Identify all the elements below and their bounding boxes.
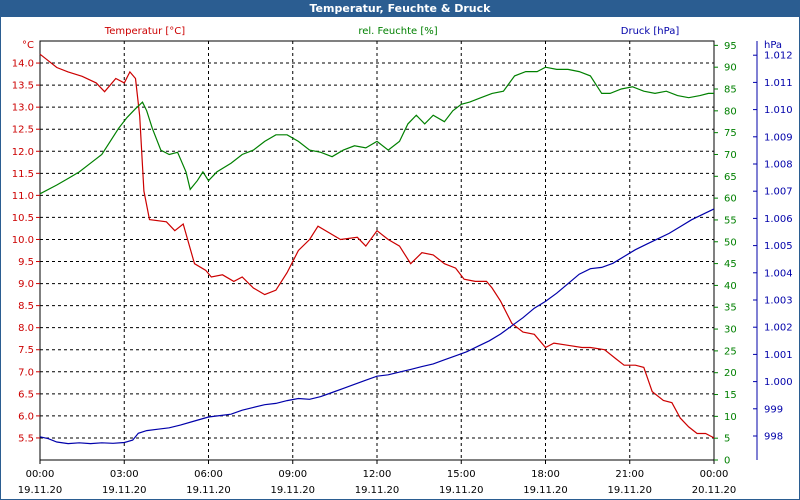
y-tick-humidity: 55 — [724, 215, 737, 226]
y-tick-pressure: 1.005 — [764, 241, 793, 252]
y-tick-humidity: 40 — [724, 281, 737, 292]
x-tick-date: 19.11.20 — [355, 485, 400, 496]
y-tick-humidity: 85 — [724, 85, 737, 96]
y-tick-pressure: 1.001 — [764, 350, 793, 361]
y-tick-humidity: 0 — [724, 456, 730, 467]
x-tick-date: 19.11.20 — [523, 485, 568, 496]
y-tick-pressure: 1.003 — [764, 296, 793, 307]
y-tick-temperature: 5.5 — [18, 433, 34, 444]
legend-label: Temperatur [°C] — [104, 26, 185, 37]
y-tick-humidity: 65 — [724, 172, 737, 183]
x-tick-time: 00:00 — [700, 469, 729, 480]
y-tick-temperature: 9.5 — [18, 257, 34, 268]
y-tick-humidity: 30 — [724, 325, 737, 336]
y-unit-temperature: °C — [22, 40, 34, 51]
y-tick-temperature: 6.0 — [18, 411, 34, 422]
y-tick-temperature: 12.0 — [12, 147, 34, 158]
y-tick-pressure: 1.008 — [764, 160, 793, 171]
axes — [36, 41, 758, 464]
x-tick-time: 21:00 — [615, 469, 644, 480]
y-tick-temperature: 9.0 — [18, 279, 34, 290]
series-line-temperature — [39, 53, 715, 439]
y-tick-humidity: 80 — [724, 106, 737, 117]
y-tick-temperature: 7.5 — [18, 345, 34, 356]
x-tick-date: 19.11.20 — [186, 485, 231, 496]
x-tick-time: 03:00 — [110, 469, 139, 480]
legend-label: rel. Feuchte [%] — [358, 26, 437, 37]
y-tick-temperature: 8.5 — [18, 301, 34, 312]
x-tick-time: 15:00 — [447, 469, 476, 480]
y-tick-pressure: 1.012 — [764, 51, 793, 62]
y-tick-humidity: 10 — [724, 412, 737, 423]
y-tick-temperature: 10.0 — [12, 235, 34, 246]
y-tick-pressure: 1.000 — [764, 377, 793, 388]
grid-lines — [40, 41, 714, 460]
y-tick-temperature: 11.0 — [12, 191, 34, 202]
y-tick-pressure: 999 — [764, 404, 783, 415]
x-tick-time: 18:00 — [531, 469, 560, 480]
y-tick-temperature: 11.5 — [12, 169, 34, 180]
y-tick-pressure: 1.011 — [764, 78, 793, 89]
y-tick-humidity: 15 — [724, 390, 737, 401]
series-group — [39, 53, 715, 445]
y-tick-temperature: 13.0 — [12, 103, 34, 114]
y-tick-pressure: 1.010 — [764, 105, 793, 116]
y-tick-humidity: 60 — [724, 194, 737, 205]
x-tick-date: 20.11.20 — [692, 485, 737, 496]
y-tick-pressure: 1.007 — [764, 187, 793, 198]
y-tick-pressure: 1.002 — [764, 323, 793, 334]
x-tick-time: 12:00 — [363, 469, 392, 480]
series-line-pressure — [39, 208, 715, 445]
y-tick-pressure: 1.009 — [764, 132, 793, 143]
y-tick-pressure: 1.006 — [764, 214, 793, 225]
y-tick-temperature: 8.0 — [18, 323, 34, 334]
y-tick-pressure: 998 — [764, 432, 783, 443]
y-tick-humidity: 75 — [724, 128, 737, 139]
y-tick-humidity: 70 — [724, 150, 737, 161]
y-tick-humidity: 35 — [724, 303, 737, 314]
x-tick-time: 06:00 — [194, 469, 223, 480]
y-tick-temperature: 10.5 — [12, 213, 34, 224]
y-tick-humidity: 50 — [724, 237, 737, 248]
series-line-humidity — [39, 66, 714, 195]
x-tick-date: 19.11.20 — [607, 485, 652, 496]
y-tick-humidity: 20 — [724, 368, 737, 379]
y-tick-temperature: 12.5 — [12, 125, 34, 136]
x-tick-time: 00:00 — [26, 469, 55, 480]
y-tick-humidity: 90 — [724, 63, 737, 74]
y-tick-humidity: 5 — [724, 434, 730, 445]
axis-labels: 00:00 19.11.20 03:00 19.11.20 06:00 19.11.20 0… — [12, 26, 793, 496]
x-tick-date: 19.11.20 — [270, 485, 315, 496]
x-tick-date: 19.11.20 — [18, 485, 63, 496]
chart-title: Temperatur, Feuchte & Druck — [0, 0, 800, 17]
y-tick-temperature: 14.0 — [12, 59, 34, 70]
x-tick-time: 09:00 — [278, 469, 307, 480]
legend-label: Druck [hPa] — [621, 26, 680, 37]
y-tick-temperature: 7.0 — [18, 367, 34, 378]
y-tick-temperature: 6.5 — [18, 389, 34, 400]
x-tick-date: 19.11.20 — [439, 485, 484, 496]
y-tick-pressure: 1.004 — [764, 268, 793, 279]
y-tick-humidity: 45 — [724, 259, 737, 270]
y-tick-humidity: 95 — [724, 41, 737, 52]
x-tick-date: 19.11.20 — [102, 485, 147, 496]
y-tick-temperature: 13.5 — [12, 81, 34, 92]
y-tick-humidity: 25 — [724, 346, 737, 357]
y-unit-pressure: hPa — [764, 40, 782, 51]
